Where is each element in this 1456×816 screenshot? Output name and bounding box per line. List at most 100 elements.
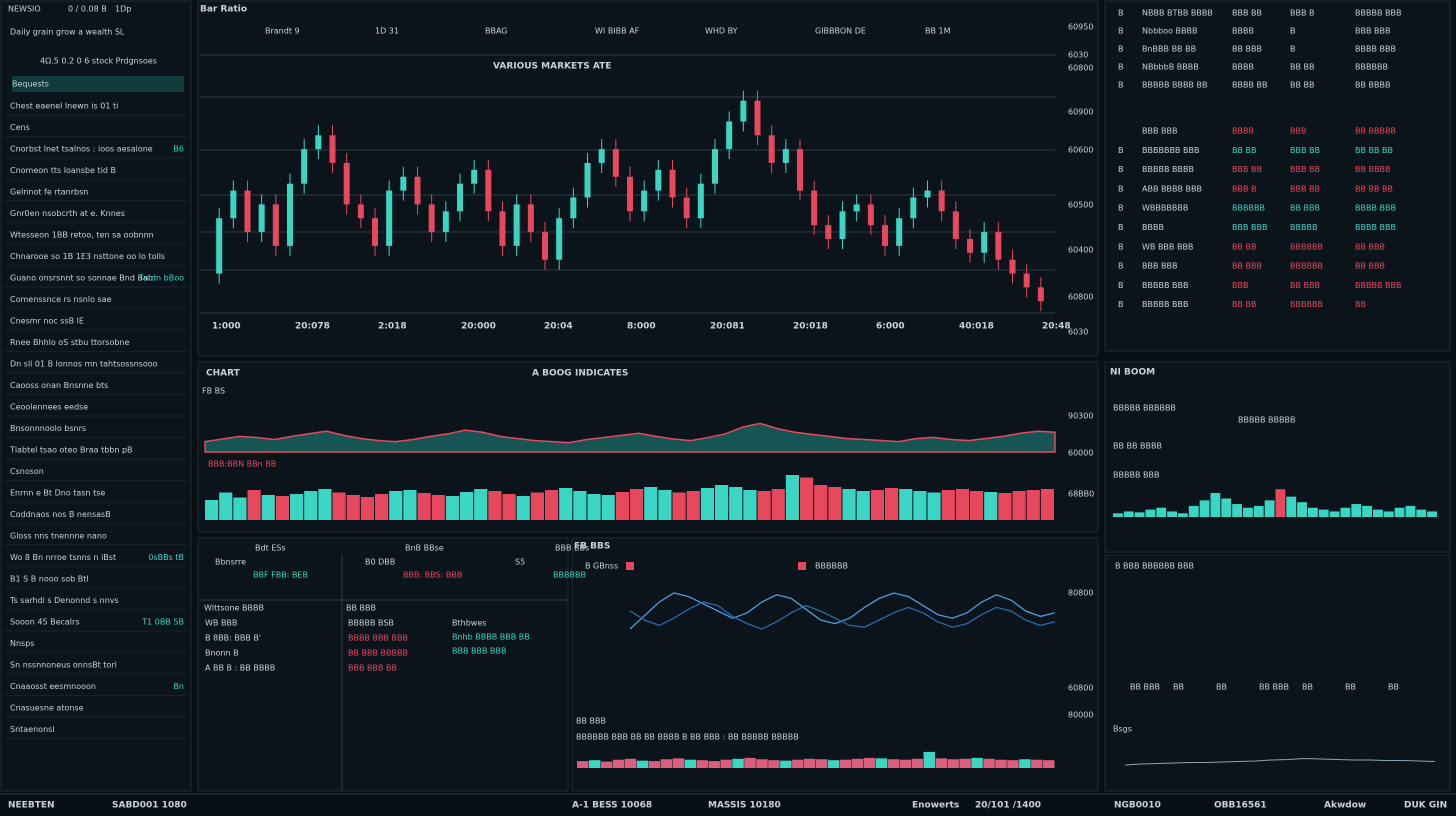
list-row: WB BBB	[205, 619, 237, 628]
band-bar	[708, 761, 720, 768]
candle	[825, 225, 832, 239]
band-bar	[780, 760, 792, 768]
right-bar	[1145, 509, 1156, 517]
volume-bar	[700, 488, 714, 520]
candle	[272, 204, 279, 246]
legend-label: B GBnss	[585, 562, 618, 571]
candle	[329, 135, 336, 163]
button[interactable]	[12, 76, 184, 92]
band-bar	[744, 757, 756, 768]
quote-cell: BB BBB	[1355, 242, 1385, 251]
quote-cell: BnBBB BB BB	[1142, 45, 1196, 54]
candle	[669, 169, 676, 198]
sidebar-row: Gelnnot fe rtanrbsn	[10, 188, 88, 197]
band-bar	[971, 757, 983, 768]
volume-bar	[389, 491, 403, 520]
right-bar	[1394, 507, 1405, 517]
right-bar	[1221, 498, 1232, 517]
volume-bar	[233, 497, 247, 520]
legend-label: BBBBBB	[815, 562, 848, 571]
right-bar	[1286, 496, 1297, 517]
footer-text: Akwdow	[1324, 801, 1366, 811]
y-label: 60600	[1068, 146, 1093, 155]
sidebar-tab: 1Dp	[115, 5, 131, 14]
x-label: 1:000	[212, 322, 241, 332]
quote-cell: BBB BB	[1232, 9, 1262, 18]
footer-text: NGB0010	[1114, 801, 1161, 811]
y-label: 6030	[1068, 328, 1088, 337]
sidebar-row: Sn nssnnoneus onnsBt torl	[10, 661, 117, 670]
volume-bar	[686, 491, 700, 520]
band-bar	[995, 759, 1007, 768]
sidebar-row: Chnarooe so 1B 1E3 nsttone oo lo tolls	[10, 252, 165, 261]
quote-cell: B	[1118, 223, 1124, 232]
quote-cell: BBBB BBB	[1355, 45, 1396, 54]
quote-cell: NBbbbB BBBB	[1142, 63, 1199, 72]
sidebar-title: Daily grain grow a wealth SL	[10, 28, 125, 37]
quote-cell: BB BBB	[1232, 45, 1262, 54]
quote-cell: BBBBBB	[1232, 204, 1265, 213]
main-title: Bar Ratio	[200, 5, 247, 15]
quote-cell: BB BBBB	[1355, 165, 1390, 174]
volume-bar	[516, 496, 530, 520]
right-line	[1124, 757, 1436, 766]
candle	[542, 232, 548, 260]
quote-cell: BBBBB BBB	[1142, 281, 1188, 290]
sidebar-row: Caooss onan Bnsnne bts	[10, 381, 108, 390]
candle	[910, 197, 917, 219]
volume-bar	[941, 490, 955, 520]
volume-bar	[375, 494, 389, 520]
button-label[interactable]: Bequests	[12, 80, 49, 89]
right-line-panel	[1104, 554, 1451, 792]
mid-label: A BOOG	[532, 369, 572, 379]
volume-bar	[290, 494, 304, 520]
volume-bar	[247, 490, 261, 520]
list-side: Bthbwes	[452, 619, 486, 628]
line-title: FB BBS	[574, 542, 610, 552]
line-panel	[571, 537, 1099, 792]
chart-tab: GIBBBON DE	[815, 27, 866, 36]
sidebar-row-value: T1 0BB 5B	[141, 618, 184, 627]
x-label: 20:04	[544, 322, 573, 332]
stat-value: BBB: BBS: BBB	[403, 571, 462, 580]
band-bar	[624, 758, 637, 768]
stat-value: BBBBBB	[553, 571, 586, 580]
x-label: 20:018	[793, 322, 828, 332]
band-bar	[827, 760, 840, 768]
sidebar-row: Cnorbst lnet tsalnos : ioos aesalone	[10, 145, 153, 154]
candle	[641, 190, 648, 212]
volume-bar	[573, 491, 587, 520]
candle	[1009, 259, 1016, 274]
right-label: BBBBB BBB	[1113, 471, 1159, 480]
right-bar	[1351, 504, 1362, 517]
right-label: BBBBB BBBBB	[1238, 416, 1295, 425]
band-bar	[1043, 760, 1055, 768]
volume-bar	[530, 492, 544, 520]
volume-bar	[417, 493, 431, 520]
volume-bar	[275, 496, 289, 520]
quote-cell: BBB BB	[1290, 146, 1320, 155]
x-label: BB	[1345, 683, 1356, 692]
candle	[627, 176, 633, 212]
y-label: 80800	[1068, 589, 1093, 598]
volume-bar	[304, 491, 318, 520]
sidebar-row: Wo 8 Bn nrroe tsnns n iBst	[10, 553, 116, 562]
right-bar	[1329, 511, 1340, 517]
band-bar	[612, 759, 625, 768]
volume-bar	[927, 492, 941, 520]
band-bar	[1031, 759, 1043, 768]
volume-bar	[488, 491, 502, 520]
band-bar	[577, 761, 589, 768]
volume-bar	[828, 487, 842, 520]
candle	[853, 204, 860, 212]
mid-label: BBB:BBN BBn BB	[208, 460, 276, 469]
candle	[471, 169, 478, 184]
sidebar-row: Nnsps	[10, 639, 34, 648]
sidebar-row-value: Bn	[173, 682, 184, 691]
x-label: 20:081	[710, 322, 745, 332]
sidebar-row: Cnomeon tts loansbe tid B	[10, 166, 116, 175]
candle	[952, 211, 959, 239]
band-bar	[648, 761, 661, 768]
list-title: Wlttsone BBBB	[204, 604, 264, 613]
